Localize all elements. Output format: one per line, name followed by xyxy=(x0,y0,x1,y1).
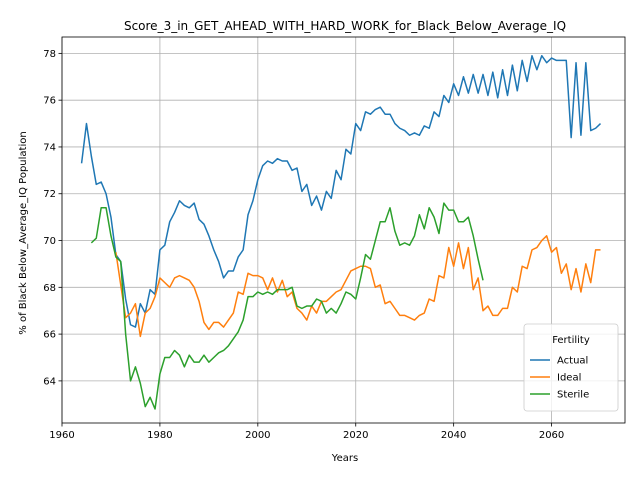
x-tick-label: 1980 xyxy=(147,430,172,441)
legend-label-actual: Actual xyxy=(557,356,588,367)
y-tick-label: 78 xyxy=(43,49,56,60)
x-axis-ticks: 1960 1980 2000 2020 2040 2060 xyxy=(49,423,564,441)
x-tick-label: 2060 xyxy=(539,430,564,441)
x-axis-label: Years xyxy=(331,453,358,464)
series-layer xyxy=(80,54,602,410)
plot-frame xyxy=(61,36,626,424)
y-tick-label: 70 xyxy=(43,236,56,247)
x-tick-label: 2020 xyxy=(343,430,368,441)
series-line-actual xyxy=(80,54,602,328)
y-tick-label: 68 xyxy=(43,283,56,294)
y-tick-label: 72 xyxy=(43,189,56,200)
y-tick-label: 66 xyxy=(43,330,56,341)
legend: Fertility Actual Ideal Sterile xyxy=(523,323,619,412)
legend-label-sterile: Sterile xyxy=(557,390,589,401)
legend-label-ideal: Ideal xyxy=(557,373,581,384)
series-line-sterile xyxy=(90,202,484,410)
y-tick-label: 74 xyxy=(43,142,56,153)
y-axis-ticks: 64 66 68 70 72 74 76 78 xyxy=(43,49,62,387)
legend-box xyxy=(523,323,619,412)
y-tick-label: 76 xyxy=(43,96,56,107)
y-axis-label: % of Black Below_Average_IQ Population xyxy=(18,131,29,334)
legend-title: Fertility xyxy=(552,335,590,346)
series-line-ideal xyxy=(115,235,601,338)
x-tick-label: 2040 xyxy=(441,430,466,441)
y-tick-label: 64 xyxy=(43,376,56,387)
x-tick-label: 1960 xyxy=(49,430,74,441)
chart-title: Score_3_in_GET_AHEAD_WITH_HARD_WORK_for_… xyxy=(124,19,566,33)
x-tick-label: 2000 xyxy=(245,430,270,441)
legend-items: Actual Ideal Sterile xyxy=(530,356,589,401)
